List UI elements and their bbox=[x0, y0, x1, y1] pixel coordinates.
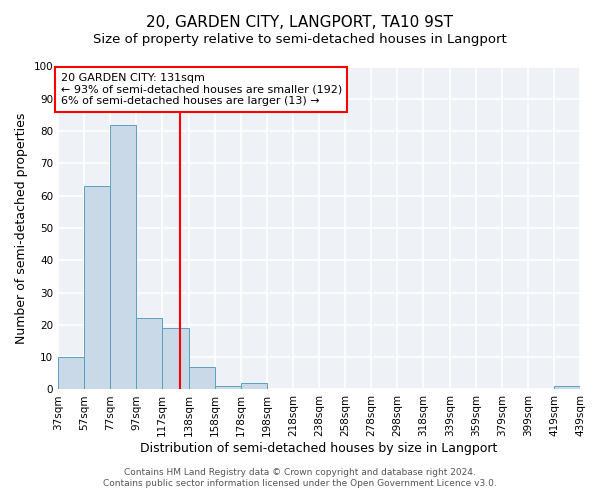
Bar bbox=[58, 357, 84, 390]
Text: 20, GARDEN CITY, LANGPORT, TA10 9ST: 20, GARDEN CITY, LANGPORT, TA10 9ST bbox=[146, 15, 454, 30]
X-axis label: Distribution of semi-detached houses by size in Langport: Distribution of semi-detached houses by … bbox=[140, 442, 498, 455]
Bar bbox=[215, 386, 241, 390]
Bar bbox=[241, 383, 267, 390]
Bar bbox=[554, 386, 580, 390]
Bar bbox=[84, 186, 110, 390]
Y-axis label: Number of semi-detached properties: Number of semi-detached properties bbox=[15, 112, 28, 344]
Bar bbox=[110, 124, 136, 390]
Text: Size of property relative to semi-detached houses in Langport: Size of property relative to semi-detach… bbox=[93, 32, 507, 46]
Text: Contains HM Land Registry data © Crown copyright and database right 2024.
Contai: Contains HM Land Registry data © Crown c… bbox=[103, 468, 497, 487]
Bar bbox=[189, 367, 215, 390]
Bar bbox=[162, 328, 189, 390]
Bar bbox=[136, 318, 162, 390]
Text: 20 GARDEN CITY: 131sqm
← 93% of semi-detached houses are smaller (192)
6% of sem: 20 GARDEN CITY: 131sqm ← 93% of semi-det… bbox=[61, 73, 342, 106]
